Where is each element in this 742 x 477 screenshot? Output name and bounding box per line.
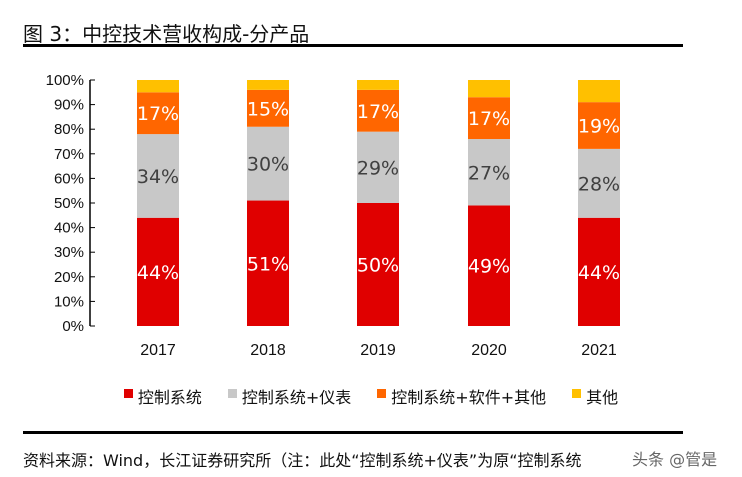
y-tick-label: 0% xyxy=(62,318,84,335)
x-tick-label: 2020 xyxy=(471,342,507,359)
data-label: 50% xyxy=(357,255,399,277)
legend-label: 其他 xyxy=(586,388,619,407)
legend-label: 控制系统+软件+其他 xyxy=(391,388,547,407)
bar-segment xyxy=(468,80,510,98)
legend: 控制系统 控制系统+仪表 控制系统+软件+其他 其他 xyxy=(0,384,742,408)
y-tick-label: 60% xyxy=(54,170,84,187)
y-tick-label: 80% xyxy=(54,121,84,138)
bar-segment xyxy=(247,80,289,90)
data-label: 19% xyxy=(578,116,620,138)
bar-segment xyxy=(578,80,620,103)
data-label: 27% xyxy=(468,162,510,184)
y-tick-label: 50% xyxy=(54,195,84,212)
y-tick-label: 40% xyxy=(54,220,84,237)
data-label: 17% xyxy=(357,101,399,123)
legend-swatch xyxy=(377,388,387,398)
legend-item: 控制系统 xyxy=(123,384,202,408)
data-label: 15% xyxy=(247,98,289,120)
bar-segment xyxy=(468,205,510,326)
data-label: 51% xyxy=(247,253,289,275)
bar-segment xyxy=(247,126,289,201)
x-tick-label: 2019 xyxy=(360,342,396,359)
bar-segment xyxy=(578,148,620,218)
bar-segment xyxy=(357,89,399,132)
legend-item: 其他 xyxy=(572,384,618,408)
y-tick-label: 10% xyxy=(54,293,84,310)
data-label: 44% xyxy=(578,262,620,284)
bar-segment xyxy=(578,217,620,326)
legend-item: 控制系统+仪表 xyxy=(227,384,352,408)
source-note: 资料来源：Wind，长江证券研究所（注：此处“控制系统+仪表”为原“控制系统 xyxy=(23,451,582,470)
legend-swatch xyxy=(123,388,133,398)
bar-segment xyxy=(247,200,289,326)
y-tick-label: 70% xyxy=(54,146,84,163)
title-rule xyxy=(23,44,683,47)
stacked-bar-chart: 0% 10% 20% 30% 40% 50% 60% 70% 80% 90% 100% 44% 34% 1… xyxy=(46,72,620,359)
legend-swatch xyxy=(572,388,582,398)
bar-segment xyxy=(137,134,179,218)
data-label: 17% xyxy=(468,108,510,130)
bar-segment xyxy=(357,80,399,90)
legend-label: 控制系统 xyxy=(137,388,202,407)
x-tick-label: 2018 xyxy=(250,342,286,359)
bar-segment xyxy=(357,203,399,326)
legend-item: 控制系统+软件+其他 xyxy=(377,384,546,408)
bar-segment xyxy=(137,217,179,326)
legend-swatch xyxy=(227,388,237,398)
data-label: 34% xyxy=(137,166,179,188)
source-rule xyxy=(23,431,683,434)
x-tick-label: 2017 xyxy=(140,342,176,359)
bar-segment xyxy=(578,102,620,149)
data-label: 29% xyxy=(357,157,399,179)
watermark: 头条 @管是 xyxy=(632,450,718,469)
bar-segment xyxy=(468,139,510,206)
y-tick-label: 20% xyxy=(54,269,84,286)
y-tick-label: 90% xyxy=(54,97,84,114)
bar-segment xyxy=(137,80,179,93)
data-label: 28% xyxy=(578,173,620,195)
bar-segment xyxy=(468,97,510,140)
data-label: 49% xyxy=(468,256,510,278)
data-label: 17% xyxy=(137,103,179,125)
x-tick-label: 2021 xyxy=(581,342,617,359)
bar-segment xyxy=(357,131,399,203)
data-label: 44% xyxy=(137,262,179,284)
y-tick-label: 100% xyxy=(46,72,84,89)
y-tick-label: 30% xyxy=(54,244,84,261)
bar-segment xyxy=(137,92,179,135)
figure-title: 图 3：中控技术营收构成-分产品 xyxy=(23,22,310,46)
legend-label: 控制系统+仪表 xyxy=(241,388,352,407)
bar-segment xyxy=(247,89,289,127)
data-label: 30% xyxy=(247,154,289,176)
